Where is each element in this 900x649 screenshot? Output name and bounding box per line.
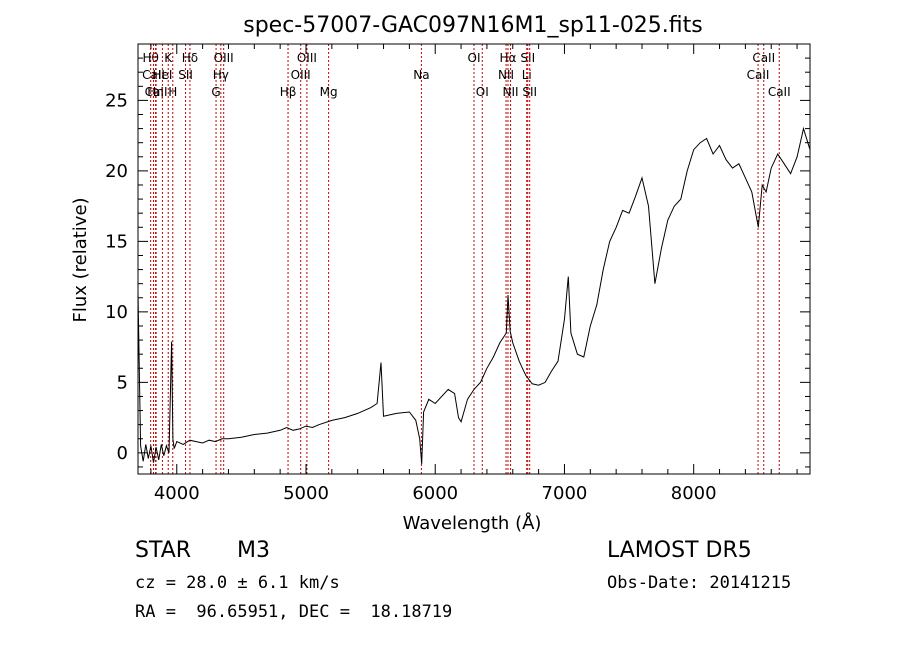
line-marker-label: Hη [147, 85, 164, 99]
line-marker-label: OIII [297, 51, 317, 65]
line-marker-label: Hγ [213, 68, 229, 82]
y-axis-label: Flux (relative) [70, 197, 91, 322]
object-class: STAR [135, 538, 192, 563]
y-tick-label: 5 [117, 372, 128, 393]
y-tick-label: 20 [105, 161, 128, 182]
line-marker-label: K [164, 51, 173, 65]
observation-date: Obs-Date: 20141215 [607, 573, 792, 593]
spectrum-line [137, 126, 811, 465]
line-marker-label: SII [520, 51, 535, 65]
line-marker-label: Li [522, 68, 532, 82]
y-tick-label: 0 [117, 443, 128, 464]
y-tick-label: 15 [105, 231, 128, 252]
x-tick-label: 4000 [154, 483, 200, 504]
survey-name: LAMOST DR5 [607, 538, 752, 563]
line-marker-label: CaII [145, 85, 168, 99]
line-marker-label: SII [522, 85, 537, 99]
line-marker-label: CaII [752, 51, 775, 65]
x-tick-label: 5000 [283, 483, 329, 504]
line-marker-label: G [211, 85, 220, 99]
line-marker-label: SII [178, 68, 193, 82]
chart-title: spec-57007-GAC097N16M1_sp11-025.fits [243, 13, 703, 38]
ra-dec-coordinates: RA = 96.65951, DEC = 18.18719 [135, 602, 453, 622]
redshift-cz: cz = 28.0 ± 6.1 km/s [135, 573, 340, 593]
line-marker-label: OI [468, 51, 481, 65]
line-marker-label: HeI [152, 68, 172, 82]
x-axis-label: Wavelength (Å) [403, 512, 542, 534]
line-marker-label: OIII [291, 68, 311, 82]
line-marker-label: NII [503, 85, 519, 99]
x-tick-label: 8000 [671, 483, 717, 504]
line-marker-label: CaII [142, 68, 165, 82]
axis-ticks: 4000 5000 6000 7000 8000 0 5 10 15 20 25 [105, 44, 810, 504]
line-marker-label: OIII [214, 51, 234, 65]
y-tick-label: 10 [105, 302, 128, 323]
line-marker-label: OI [476, 85, 489, 99]
line-marker-label: Hα [500, 51, 517, 65]
line-marker-label: Mg [320, 85, 338, 99]
x-tick-label: 6000 [412, 483, 458, 504]
object-subclass: M3 [237, 538, 270, 563]
line-marker-label: Hβ [280, 85, 297, 99]
y-tick-label: 25 [105, 90, 128, 111]
line-marker-label: Hδ [182, 51, 198, 65]
line-marker-label: CaII [768, 85, 791, 99]
line-marker-label: H [168, 85, 177, 99]
line-marker-label: CaII [747, 68, 770, 82]
line-marker-label: Hθ [142, 51, 158, 65]
line-marker-label: Na [413, 68, 429, 82]
line-marker-label: NII [498, 68, 514, 82]
x-tick-label: 7000 [542, 483, 588, 504]
plot-frame [137, 43, 811, 475]
